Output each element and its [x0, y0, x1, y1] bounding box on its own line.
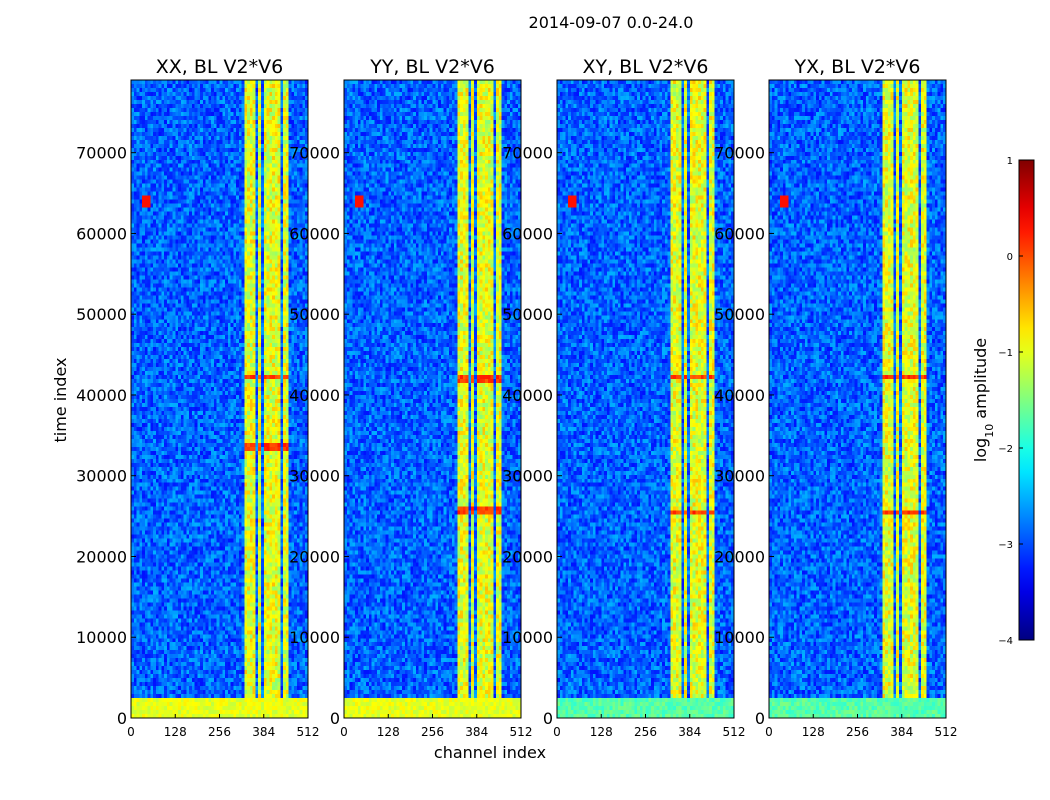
colorbar-tick-label: 1 [1007, 156, 1013, 167]
y-tick-label: 60000 [76, 224, 127, 243]
colorbar-tick-label: −4 [998, 636, 1013, 647]
panel-xy: XY, BL V2*V6 0 128 256 384 512 0 10000 20000 3000… [502, 56, 745, 739]
x-tick-label: 512 [723, 725, 746, 739]
panel-xx: XX, BL V2*V6 0 128 256 384 512 0 10000 20000 3000… [76, 56, 319, 739]
heatmap-xy [557, 80, 734, 718]
x-tick-label: 256 [421, 725, 444, 739]
x-tick-label: 128 [590, 725, 613, 739]
heatmap-xx [131, 80, 308, 718]
x-tick-label: 512 [935, 725, 958, 739]
colorbar: 1 0 −1 −2 −3 −4 log10 amplitude [971, 156, 1035, 647]
y-tick-label: 40000 [289, 386, 340, 405]
y-tick-label: 70000 [714, 144, 765, 163]
y-tick-label: 70000 [76, 144, 127, 163]
x-tick-label: 512 [297, 725, 320, 739]
y-tick-label: 40000 [76, 386, 127, 405]
x-tick-label: 256 [846, 725, 869, 739]
x-axis-label: channel index [434, 743, 546, 762]
y-tick-label: 20000 [502, 547, 553, 566]
x-tick-label: 384 [890, 725, 913, 739]
y-tick-label: 20000 [76, 547, 127, 566]
colorbar-tick-label: −3 [998, 540, 1013, 551]
x-tick-label: 512 [510, 725, 533, 739]
x-tick-label: 0 [340, 725, 348, 739]
colorbar-tick-label: −1 [998, 348, 1013, 359]
x-tick-label: 0 [127, 725, 135, 739]
y-tick-label: 10000 [289, 628, 340, 647]
y-tick-label: 10000 [502, 628, 553, 647]
y-tick-label: 70000 [289, 144, 340, 163]
panel-title: XY, BL V2*V6 [582, 56, 708, 78]
y-tick-label: 40000 [502, 386, 553, 405]
colorbar-tick-label: −2 [998, 444, 1013, 455]
heatmap-yx [769, 80, 946, 718]
y-tick-label: 30000 [714, 467, 765, 486]
panel-yx: YX, BL V2*V6 0 128 256 384 512 0 10000 20000 3000… [714, 56, 957, 739]
y-tick-label: 0 [543, 709, 553, 728]
x-tick-label: 256 [208, 725, 231, 739]
x-tick-label: 384 [252, 725, 275, 739]
y-tick-label: 60000 [502, 224, 553, 243]
x-tick-label: 384 [465, 725, 488, 739]
x-tick-label: 256 [634, 725, 657, 739]
chart-title: 2014-09-07 0.0-24.0 [529, 13, 694, 32]
y-tick-label: 50000 [502, 305, 553, 324]
x-tick-label: 128 [802, 725, 825, 739]
y-tick-label: 10000 [76, 628, 127, 647]
colorbar-tick-label: 0 [1007, 252, 1013, 263]
y-tick-label: 30000 [502, 467, 553, 486]
y-tick-label: 30000 [289, 467, 340, 486]
panel-title: YX, BL V2*V6 [793, 56, 920, 78]
x-tick-label: 384 [678, 725, 701, 739]
colorbar-gradient [1018, 159, 1035, 641]
x-tick-label: 128 [377, 725, 400, 739]
y-tick-label: 0 [755, 709, 765, 728]
y-tick-label: 30000 [76, 467, 127, 486]
y-tick-label: 60000 [289, 224, 340, 243]
colorbar-label: log10 amplitude [971, 338, 996, 462]
x-tick-label: 0 [765, 725, 773, 739]
y-tick-label: 50000 [289, 305, 340, 324]
panel-title: XX, BL V2*V6 [156, 56, 283, 78]
x-tick-label: 0 [553, 725, 561, 739]
y-tick-label: 60000 [714, 224, 765, 243]
panel-title: YY, BL V2*V6 [369, 56, 495, 78]
y-axis-label: time index [51, 357, 70, 442]
y-tick-label: 0 [330, 709, 340, 728]
y-tick-label: 20000 [289, 547, 340, 566]
y-tick-label: 10000 [714, 628, 765, 647]
heatmap-yy [344, 80, 521, 718]
y-tick-label: 50000 [714, 305, 765, 324]
y-tick-label: 0 [117, 709, 127, 728]
y-tick-label: 40000 [714, 386, 765, 405]
y-tick-label: 50000 [76, 305, 127, 324]
panels-group: XX, BL V2*V6 0 128 256 384 512 0 10000 20000 3000… [76, 56, 957, 739]
x-tick-label: 128 [164, 725, 187, 739]
y-tick-label: 20000 [714, 547, 765, 566]
panel-yy: YY, BL V2*V6 0 128 256 384 512 0 10000 20000 3000… [289, 56, 532, 739]
y-tick-label: 70000 [502, 144, 553, 163]
